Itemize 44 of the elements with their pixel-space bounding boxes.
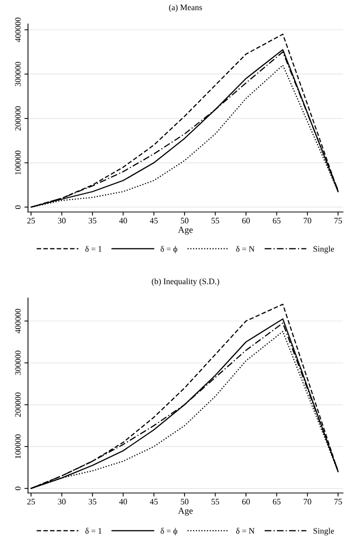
y-tick-label: 100000 xyxy=(15,150,21,175)
y-tick-label: 200000 xyxy=(15,106,21,131)
x-tick-label: 40 xyxy=(119,218,128,224)
legend-label: Single xyxy=(314,528,334,536)
x-tick-label: 30 xyxy=(58,498,66,504)
legend-label: δ = ϕ xyxy=(160,246,178,254)
x-tick-label: 70 xyxy=(304,498,312,504)
y-tick-label: 400000 xyxy=(15,308,21,334)
x-axis-title: Age xyxy=(178,508,193,516)
x-tick-label: 55 xyxy=(212,498,220,504)
chart-title: (b) Inequality (S.D.) xyxy=(152,278,220,286)
x-tick-label: 70 xyxy=(304,218,312,224)
y-tick-label: 0 xyxy=(15,486,21,490)
legend-label: δ = 1 xyxy=(85,246,102,252)
x-tick-label: 25 xyxy=(27,218,35,224)
x-tick-label: 55 xyxy=(212,218,220,224)
y-tick-label: 400000 xyxy=(15,18,21,42)
x-tick-label: 65 xyxy=(272,218,281,224)
legend-label: Single xyxy=(314,246,334,254)
x-tick-label: 45 xyxy=(150,498,158,504)
x-tick-label: 50 xyxy=(180,498,188,504)
y-tick-label: 200000 xyxy=(15,392,21,417)
x-tick-label: 30 xyxy=(58,218,66,224)
legend-label: δ = N xyxy=(236,246,254,252)
y-tick-label: 0 xyxy=(15,205,21,209)
x-axis-title: Age xyxy=(178,226,193,235)
x-tick-label: 35 xyxy=(88,498,96,504)
x-tick-label: 60 xyxy=(242,498,250,504)
y-tick-label: 100000 xyxy=(15,434,21,458)
y-tick-label: 300000 xyxy=(15,350,21,375)
x-tick-label: 40 xyxy=(119,498,128,504)
legend-label: δ = N xyxy=(236,528,254,534)
x-tick-label: 25 xyxy=(27,498,35,504)
x-tick-label: 75 xyxy=(334,218,342,224)
x-tick-label: 60 xyxy=(242,218,250,224)
x-tick-label: 35 xyxy=(88,218,96,224)
y-tick-label: 300000 xyxy=(15,62,21,86)
x-tick-label: 75 xyxy=(334,498,342,504)
legend-label: δ = 1 xyxy=(85,528,102,534)
x-tick-label: 50 xyxy=(180,218,188,224)
x-tick-label: 65 xyxy=(272,498,281,504)
chart-title: (a) Means xyxy=(169,4,202,12)
x-tick-label: 45 xyxy=(150,218,158,224)
legend-label: δ = ϕ xyxy=(160,528,178,536)
